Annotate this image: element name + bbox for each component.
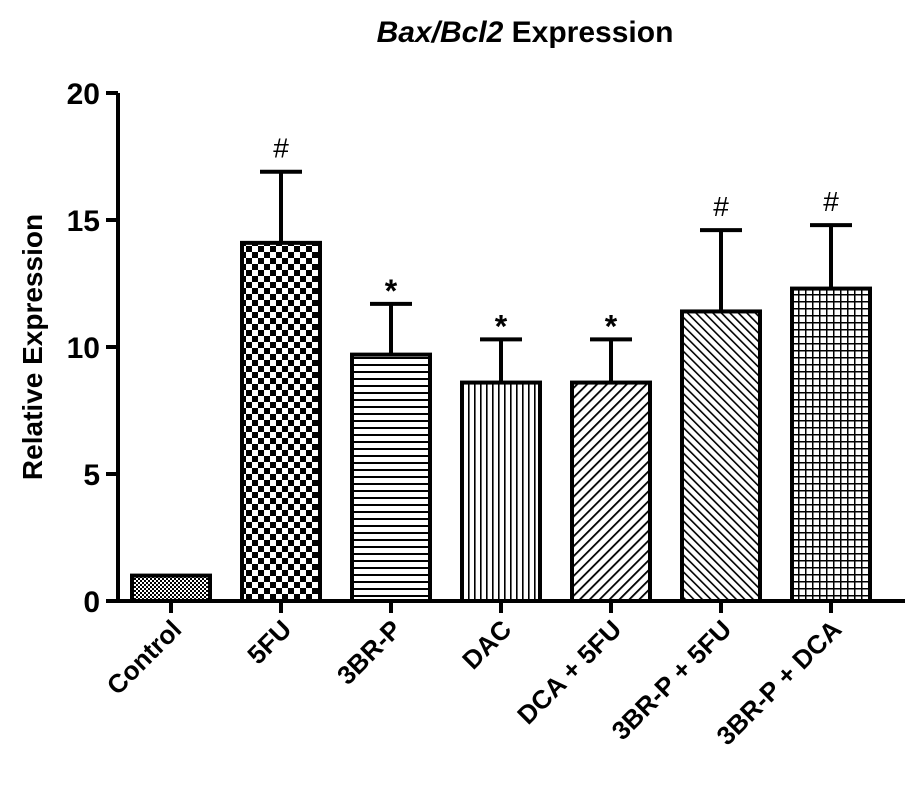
significance-marker: # xyxy=(823,186,839,217)
bar-3br-p-dca xyxy=(790,286,872,603)
chart-title: Bax/Bcl2 Expression xyxy=(377,16,674,49)
x-tick-label: Control xyxy=(101,614,188,701)
bar-control xyxy=(130,573,212,603)
y-tick-label: 20 xyxy=(67,78,100,111)
y-tick-label: 15 xyxy=(67,205,100,238)
bar-5fu xyxy=(240,240,322,604)
y-tick-label: 10 xyxy=(67,332,100,365)
y-tick-label: 5 xyxy=(83,459,100,492)
x-tick-label: 3BR-P xyxy=(331,614,407,690)
y-axis: 0 5 10 15 20 xyxy=(67,78,120,619)
x-tick-label: 5FU xyxy=(241,614,297,670)
chart-title-part: Bax/Bcl2 xyxy=(377,16,504,49)
bar-3br-p xyxy=(350,352,432,603)
x-tick-label: DCA + 5FU xyxy=(511,614,627,730)
y-tick-label: 0 xyxy=(83,586,100,619)
significance-marker: # xyxy=(713,191,729,222)
x-tick-label: DAC xyxy=(456,614,517,675)
significance-marker: * xyxy=(495,308,508,344)
bar-dca-5fu xyxy=(570,380,652,603)
chart-title-part: Expression xyxy=(503,16,673,49)
bar-3br-p-5fu xyxy=(680,309,762,603)
y-axis-label: Relative Expression xyxy=(17,214,48,480)
significance-marker: * xyxy=(385,273,398,309)
bars-group: # * * * # # xyxy=(130,133,872,604)
significance-marker: * xyxy=(605,308,618,344)
bar-dac xyxy=(460,380,542,603)
significance-marker: # xyxy=(273,133,289,164)
